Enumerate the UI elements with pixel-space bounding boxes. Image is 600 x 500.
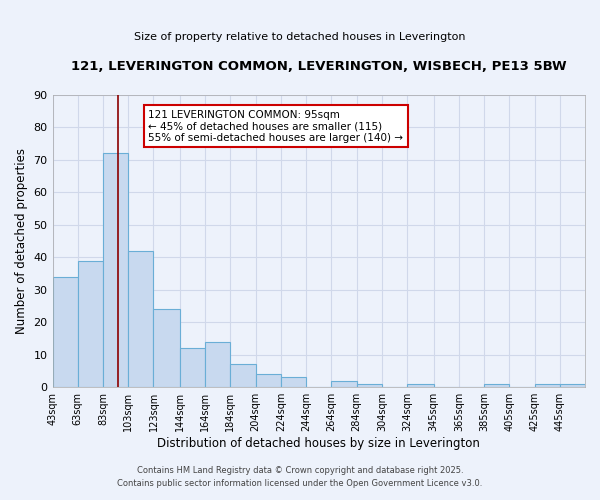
Bar [53,277,78,387]
X-axis label: Distribution of detached houses by size in Leverington: Distribution of detached houses by size … [157,437,480,450]
Bar [230,364,256,387]
Bar [103,154,128,387]
Bar [154,310,180,387]
Text: Contains HM Land Registry data © Crown copyright and database right 2025.
Contai: Contains HM Land Registry data © Crown c… [118,466,482,487]
Bar [356,384,382,387]
Text: Size of property relative to detached houses in Leverington: Size of property relative to detached ho… [134,32,466,42]
Bar [331,380,356,387]
Bar [205,342,230,387]
Bar [256,374,281,387]
Bar [78,260,103,387]
Bar [560,384,585,387]
Bar [180,348,205,387]
Bar [407,384,434,387]
Bar [535,384,560,387]
Bar [128,251,154,387]
Title: 121, LEVERINGTON COMMON, LEVERINGTON, WISBECH, PE13 5BW: 121, LEVERINGTON COMMON, LEVERINGTON, WI… [71,60,566,73]
Bar [484,384,509,387]
Text: 121 LEVERINGTON COMMON: 95sqm
← 45% of detached houses are smaller (115)
55% of : 121 LEVERINGTON COMMON: 95sqm ← 45% of d… [148,110,403,143]
Bar [281,378,306,387]
Y-axis label: Number of detached properties: Number of detached properties [15,148,28,334]
